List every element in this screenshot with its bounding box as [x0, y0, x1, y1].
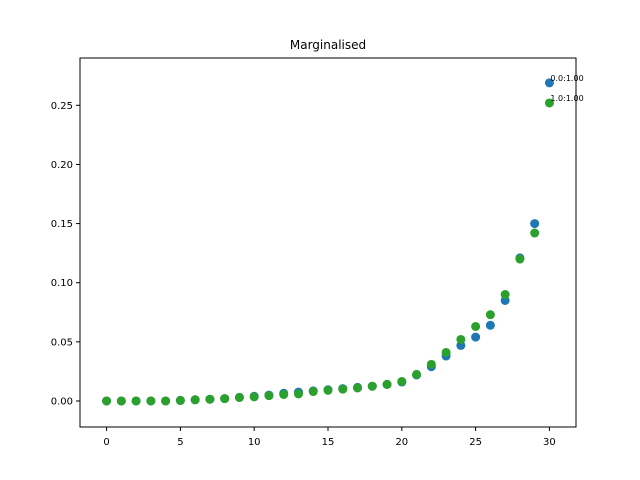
plot-frame [79, 57, 577, 428]
data-point [308, 387, 318, 397]
y-tick-label: 0.10 [51, 278, 73, 289]
data-point [293, 389, 303, 399]
series-blue-points [102, 78, 554, 406]
point-annotation: 1.0:1.00 [550, 94, 583, 103]
x-tick-label: 20 [395, 437, 408, 448]
data-point [382, 379, 392, 389]
data-point [146, 396, 156, 406]
data-point [471, 321, 481, 331]
data-point [338, 384, 348, 394]
point-annotations: 0.0:1.00 1.0:1.00 [550, 74, 583, 103]
y-tick-label: 0.25 [51, 101, 73, 112]
x-tick-label: 30 [543, 437, 556, 448]
data-point [249, 392, 259, 402]
y-tick-label: 0.20 [51, 160, 73, 171]
data-point [500, 290, 510, 300]
data-point [234, 392, 244, 402]
data-point [323, 385, 333, 395]
data-point [530, 219, 540, 229]
data-point [116, 396, 126, 406]
data-point [456, 334, 466, 344]
data-point [530, 228, 540, 238]
data-point [264, 391, 274, 401]
data-point [412, 369, 422, 379]
data-point [485, 310, 495, 320]
data-point [397, 376, 407, 386]
data-point [485, 320, 495, 330]
data-point [161, 396, 171, 406]
x-tick-label: 10 [248, 437, 261, 448]
data-point [515, 254, 525, 264]
data-point [279, 389, 289, 399]
x-tick-label: 5 [177, 437, 183, 448]
data-point [190, 395, 200, 405]
data-point [205, 394, 215, 404]
series-green-points [102, 98, 554, 406]
data-point [426, 359, 436, 369]
data-point [353, 383, 363, 393]
data-point [544, 98, 554, 108]
data-point [544, 78, 554, 88]
data-point [102, 396, 112, 406]
y-tick-label: 0.15 [51, 219, 73, 230]
x-tick-label: 15 [322, 437, 335, 448]
data-point [220, 394, 230, 404]
x-axis: 0 5 10 15 20 25 30 [103, 427, 556, 448]
x-tick-label: 0 [103, 437, 109, 448]
data-point [175, 395, 185, 405]
x-tick-label: 25 [469, 437, 482, 448]
data-point [131, 396, 141, 406]
point-annotation: 0.0:1.00 [550, 74, 583, 83]
y-tick-label: 0.00 [51, 396, 73, 407]
y-axis: 0.00 0.05 0.10 0.15 0.20 0.25 [51, 101, 80, 407]
data-point [441, 347, 451, 357]
chart-title: Marginalised [290, 38, 366, 52]
data-point [471, 332, 481, 342]
y-tick-label: 0.05 [51, 337, 73, 348]
data-point [367, 381, 377, 391]
